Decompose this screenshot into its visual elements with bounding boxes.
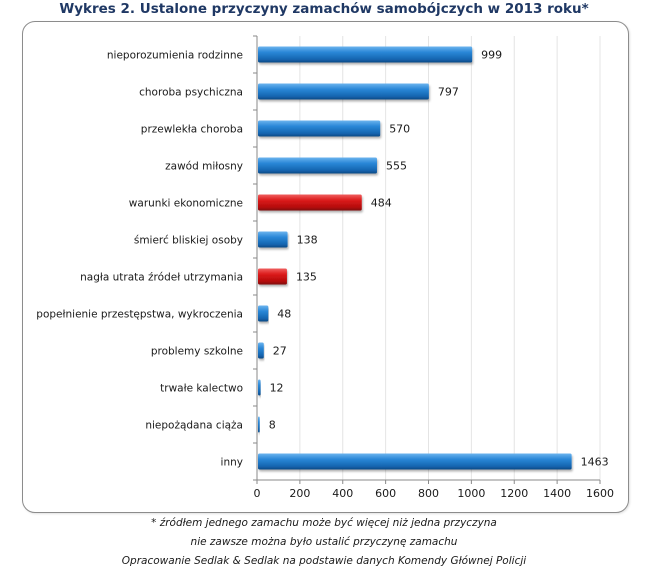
x-tick-label: 800	[418, 487, 439, 500]
bar	[258, 157, 377, 174]
axes	[253, 35, 601, 484]
x-tick-label: 1600	[586, 487, 614, 500]
bar	[258, 379, 261, 396]
bar	[258, 305, 269, 322]
category-label: nieporozumienia rodzinne	[107, 50, 243, 62]
x-tick-label: 400	[332, 487, 353, 500]
data-label: 555	[386, 160, 407, 173]
category-label: trwałe kalectwo	[160, 383, 243, 395]
bar	[258, 120, 381, 137]
bar	[258, 194, 362, 211]
category-label: problemy szkolne	[151, 346, 243, 358]
category-label: zawód miłosny	[165, 161, 243, 173]
bar	[258, 453, 572, 470]
footnote-2: nie zawsze można było ustalić przyczynę …	[190, 536, 458, 548]
data-label: 138	[297, 234, 318, 247]
labels: 0 200 400 600 800 1000 1200 1400 1600 nieporozumi…	[36, 49, 614, 501]
category-label: niepożądana ciąża	[145, 420, 243, 432]
category-label: popełnienie przestępstwa, wykroczenia	[36, 309, 243, 321]
bar	[258, 83, 429, 100]
data-label: 484	[371, 197, 392, 210]
category-label: choroba psychiczna	[139, 87, 243, 99]
x-tick-label: 1200	[500, 487, 528, 500]
bar	[258, 342, 264, 359]
x-tick-label: 1400	[543, 487, 571, 500]
chart-frame	[22, 21, 629, 513]
category-label: warunki ekonomiczne	[129, 198, 243, 210]
data-label: 48	[277, 308, 291, 321]
data-label: 27	[273, 345, 287, 358]
chart-title: Wykres 2. Ustalone przyczyny zamachów sa…	[59, 1, 589, 17]
data-label: 1463	[581, 456, 609, 469]
data-label: 797	[438, 86, 459, 99]
category-label: przewlekła choroba	[141, 124, 243, 136]
data-label: 8	[269, 419, 276, 432]
source-note: Opracowanie Sedlak & Sedlak na podstawie…	[121, 555, 527, 567]
x-tick-label: 1000	[457, 487, 485, 500]
bar	[258, 268, 287, 285]
gridlines	[299, 36, 601, 480]
bars	[258, 46, 572, 470]
category-label: nagła utrata źródeł utrzymania	[80, 272, 243, 284]
bar	[258, 46, 473, 63]
data-label: 135	[296, 271, 317, 284]
x-tick-label: 200	[289, 487, 310, 500]
data-label: 12	[270, 382, 284, 395]
bar	[258, 416, 260, 433]
footnote: * źródłem jednego zamachu może być więce…	[151, 517, 497, 529]
bar	[258, 231, 288, 248]
category-label: śmierć bliskiej osoby	[134, 235, 243, 247]
data-label: 999	[481, 49, 502, 62]
data-label: 570	[389, 123, 410, 136]
x-tick-label: 0	[254, 487, 261, 500]
x-tick-label: 600	[375, 487, 396, 500]
category-label: inny	[221, 457, 243, 469]
